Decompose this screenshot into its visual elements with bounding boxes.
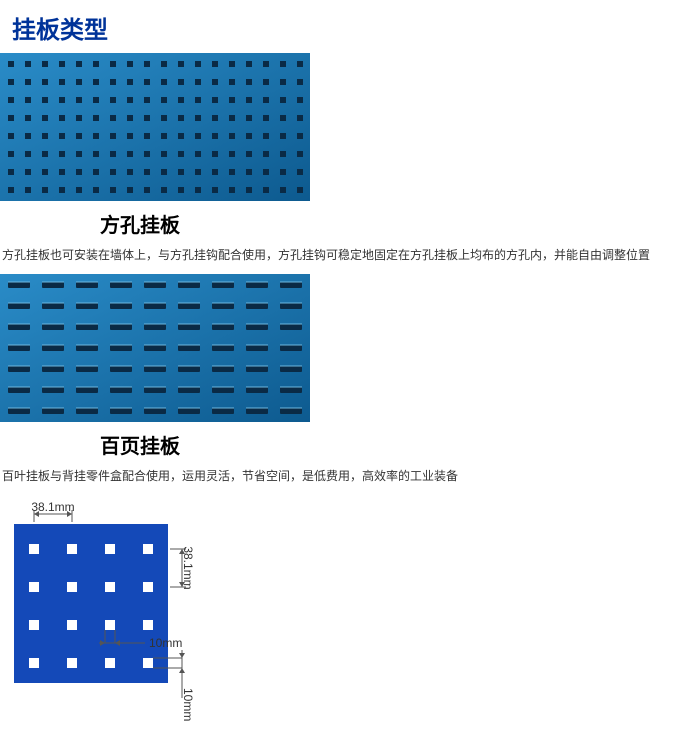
svg-text:10mm: 10mm	[181, 688, 195, 721]
square-hole-panel-image	[0, 53, 310, 201]
svg-text:38.1mm: 38.1mm	[31, 500, 74, 514]
panel2-desc: 百叶挂板与背挂零件盒配合使用，运用灵活，节省空间，是低费用，高效率的工业装备	[0, 465, 686, 495]
louvre-panel-image	[0, 274, 310, 422]
main-title: 挂板类型	[0, 0, 686, 53]
dimension-diagram: 38.1mm 38.1mm 10mm 10mm	[0, 495, 686, 734]
panel1-desc: 方孔挂板也可安装在墙体上，与方孔挂钩配合使用，方孔挂钩可稳定地固定在方孔挂板上均…	[0, 244, 686, 274]
panel1-title: 方孔挂板	[0, 201, 686, 244]
panel2-title: 百页挂板	[0, 422, 686, 465]
svg-text:38.1mm: 38.1mm	[181, 546, 195, 589]
svg-text:10mm: 10mm	[149, 636, 182, 650]
